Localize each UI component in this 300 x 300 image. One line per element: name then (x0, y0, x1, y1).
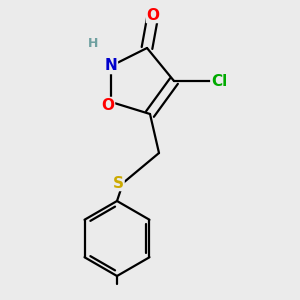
Text: S: S (113, 176, 124, 190)
Text: O: O (101, 98, 115, 112)
Text: H: H (88, 37, 98, 50)
Text: N: N (105, 58, 117, 74)
Text: O: O (146, 8, 160, 22)
Text: Cl: Cl (211, 74, 227, 88)
